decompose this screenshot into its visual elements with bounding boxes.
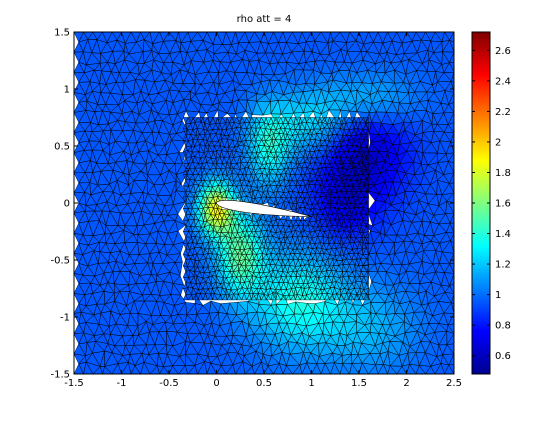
x-tick-label: 0.5 <box>256 378 272 389</box>
colorbar-tick-label: 1.6 <box>495 199 511 210</box>
plot-area <box>74 32 454 374</box>
y-tick-label: 1 <box>64 85 70 96</box>
colorbar-tick-label: 2.4 <box>495 76 511 87</box>
x-tick-label: 1 <box>308 378 314 389</box>
y-tick-label: 0 <box>64 199 70 210</box>
colorbar-tick-label: 2.2 <box>495 107 511 118</box>
x-tick-label: 2.5 <box>446 378 462 389</box>
colorbar-tick-label: 1.8 <box>495 168 511 179</box>
colorbar-tick-label: 2.6 <box>495 46 511 57</box>
plot-title: rho att = 4 <box>237 14 292 25</box>
colorbar-tick-label: 1.2 <box>495 260 511 271</box>
y-tick-label: -0.5 <box>50 256 70 267</box>
colorbar-tick-label: 1.4 <box>495 229 511 240</box>
colorbar: 0.6 0.8 1 1.2 1.4 1.6 1.8 2 2.2 2.4 2.6 <box>472 32 511 374</box>
colorbar-tick-label: 0.8 <box>495 321 511 332</box>
x-tick-label: 2 <box>403 378 409 389</box>
y-tick-label: -1.5 <box>50 370 70 381</box>
colorbar-tick-label: 2 <box>495 137 501 148</box>
x-tick-label: 1.5 <box>351 378 367 389</box>
colorbar-tick-label: 1 <box>495 290 501 301</box>
y-tick-label: -1 <box>60 313 70 324</box>
y-tick-label: 0.5 <box>54 142 70 153</box>
x-tick-label: -0.5 <box>159 378 179 389</box>
x-tick-label: -1 <box>117 378 127 389</box>
y-tick-label: 1.5 <box>54 28 70 39</box>
colorbar-tick-label: 0.6 <box>495 351 511 362</box>
x-tick-label: 0 <box>213 378 219 389</box>
